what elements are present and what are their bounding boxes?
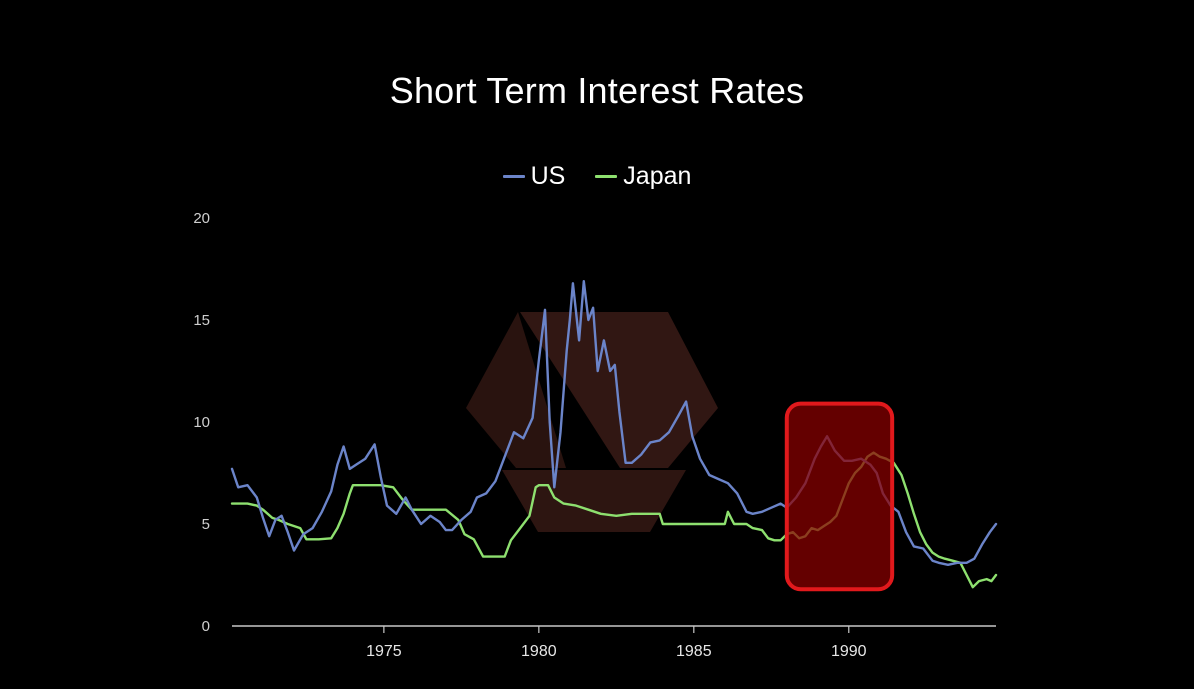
watermark-logo <box>466 312 718 532</box>
chart-legend: US Japan <box>0 162 1194 191</box>
x-tick-label: 1990 <box>831 643 867 660</box>
legend-swatch-us <box>502 175 525 178</box>
y-tick-label: 10 <box>193 414 210 431</box>
highlight-box <box>784 401 895 592</box>
y-tick-label: 5 <box>202 516 210 533</box>
y-tick-label: 0 <box>202 618 210 635</box>
watermark-shape-bottom <box>502 470 686 532</box>
watermark-shape-left <box>466 312 566 468</box>
legend-swatch-japan <box>595 175 618 178</box>
chart-title: Short Term Interest Rates <box>389 70 805 111</box>
y-tick-label: 15 <box>193 312 210 329</box>
x-tick-label: 1985 <box>676 643 712 660</box>
chart-annotations <box>784 401 895 592</box>
x-tick-label: 1980 <box>521 643 557 660</box>
chart-axes: 0 5 10 15 20 1975 1980 1985 1990 <box>193 210 996 660</box>
y-tick-label: 20 <box>193 210 210 227</box>
legend-label-japan: Japan <box>623 162 692 190</box>
watermark-shape-right <box>520 312 718 468</box>
legend-label-us: US <box>530 162 566 190</box>
legend-entry-japan[interactable]: Japan <box>595 162 691 191</box>
legend-entry-us[interactable]: US <box>502 162 566 191</box>
series-line-japan <box>230 451 998 589</box>
x-tick-label: 1975 <box>366 643 402 660</box>
